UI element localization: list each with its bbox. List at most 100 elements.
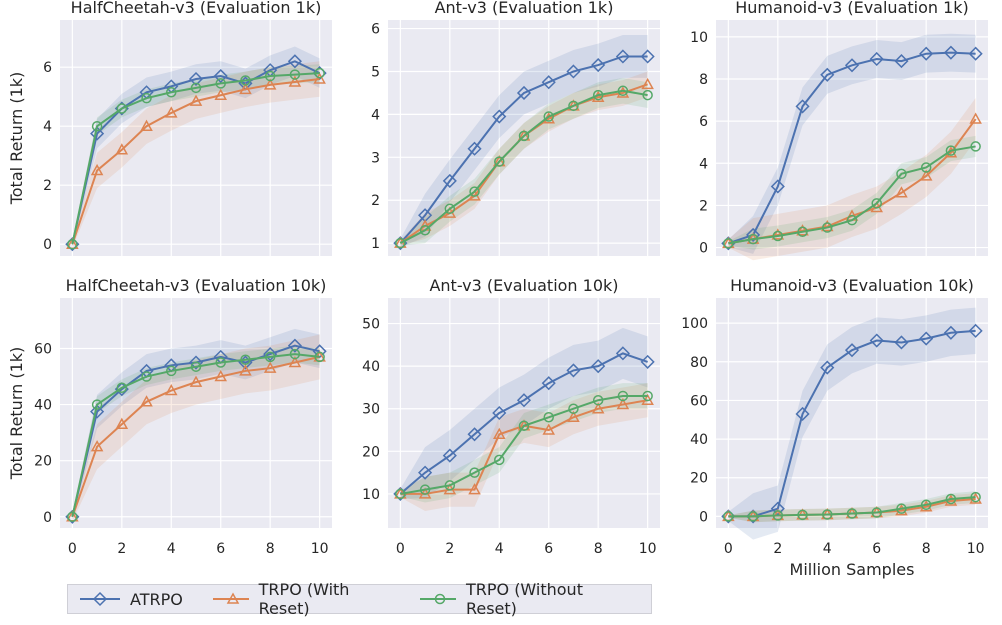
plot-background (60, 20, 332, 256)
band-atrpo (400, 35, 648, 248)
marker-trpo-without-reset (166, 87, 177, 98)
y-tick-label: 40 (34, 398, 52, 414)
series-line-trpo-with-reset (71, 355, 320, 518)
y-tick-label: 30 (362, 402, 380, 418)
series-line-trpo-without-reset (728, 496, 976, 518)
marker-trpo-without-reset (190, 82, 202, 94)
marker-trpo-without-reset (642, 390, 653, 402)
y-tick-label: 40 (690, 432, 708, 448)
marker-trpo-without-reset (871, 507, 882, 518)
marker-trpo-without-reset (568, 100, 579, 112)
band-trpo-with-reset (728, 97, 976, 261)
x-tick-label: 6 (216, 541, 225, 557)
marker-trpo-without-reset (289, 348, 301, 360)
legend-label: ATRPO (130, 589, 183, 609)
marker-trpo-without-reset (116, 382, 128, 394)
panel-halfcheetah-v3-evaluation-10k: 0 20 40 60 0 2 4 6 8 10 HalfCheetah-v3 (Evaluation… (7, 276, 332, 557)
marker-trpo-without-reset (215, 357, 226, 368)
marker-trpo-without-reset (141, 92, 152, 104)
y-tick-label: 6 (699, 114, 708, 130)
marker-trpo-with-reset (641, 77, 654, 90)
y-tick-label: 60 (690, 393, 708, 409)
marker-trpo-without-reset (920, 499, 932, 511)
marker-trpo-with-reset (796, 224, 809, 236)
y-tick-label: 4 (699, 156, 708, 172)
band-trpo-with-reset (72, 334, 320, 522)
marker-trpo-without-reset (469, 467, 480, 478)
marker-trpo-without-reset (289, 69, 301, 80)
series-line-trpo-with-reset (71, 78, 320, 245)
marker-trpo-without-reset (568, 403, 579, 414)
marker-trpo-with-reset (313, 72, 326, 84)
x-axis-label: Million Samples (790, 560, 915, 579)
marker-trpo-without-reset (772, 510, 784, 521)
marker-atrpo (90, 404, 105, 419)
marker-atrpo (894, 335, 909, 350)
x-tick-label: 0 (68, 541, 77, 557)
series-line-atrpo (71, 60, 321, 245)
marker-trpo-without-reset (920, 162, 932, 173)
marker-atrpo (746, 227, 761, 242)
marker-atrpo (541, 376, 556, 391)
marker-trpo-without-reset (617, 85, 629, 97)
panel-title: Ant-v3 (Evaluation 1k) (435, 0, 614, 17)
marker-atrpo (516, 393, 532, 408)
band-trpo-without-reset (72, 64, 320, 246)
marker-trpo-without-reset (419, 484, 431, 495)
marker-trpo-without-reset (772, 230, 784, 242)
panel-ant-v3-evaluation-1k: 1 2 3 4 5 6 Ant-v3 (Evaluation 1k) (371, 0, 660, 256)
marker-trpo-without-reset (240, 354, 251, 365)
marker-trpo-with-reset (895, 186, 908, 198)
marker-trpo-without-reset (314, 351, 325, 363)
plot-background (60, 298, 332, 528)
y-tick-label: 8 (699, 72, 708, 88)
marker-atrpo (591, 57, 606, 73)
marker-trpo-without-reset (215, 78, 226, 89)
x-tick-label: 8 (922, 541, 931, 557)
x-tick-label: 8 (266, 541, 275, 557)
series-line-trpo-without-reset (71, 353, 320, 517)
marker-trpo-with-reset (895, 504, 908, 516)
x-tick-label: 6 (872, 541, 881, 557)
marker-trpo-without-reset (395, 237, 406, 249)
marker-atrpo (943, 45, 958, 60)
marker-trpo-without-reset (67, 238, 78, 250)
marker-trpo-with-reset (263, 78, 277, 90)
marker-trpo-with-reset (189, 375, 203, 387)
marker-atrpo (640, 49, 655, 64)
marker-trpo-without-reset (723, 238, 734, 249)
marker-trpo-without-reset (518, 420, 530, 432)
marker-atrpo (188, 355, 204, 370)
marker-trpo-with-reset (616, 86, 630, 98)
y-axis-label: Total Return (1k) (7, 72, 26, 206)
marker-trpo-with-reset (567, 410, 580, 423)
band-atrpo (728, 33, 976, 254)
legend-item-atrpo: ATRPO (80, 590, 183, 609)
marker-trpo-without-reset (67, 511, 78, 523)
marker-atrpo (442, 448, 457, 463)
marker-trpo-without-reset (444, 480, 456, 491)
marker-trpo-without-reset (896, 503, 907, 514)
legend-item-trpo-without-reset: TRPO (Without Reset) (420, 580, 621, 618)
legend-swatch-trpo-without-reset (420, 593, 456, 605)
marker-trpo-with-reset (239, 82, 252, 95)
series-line-trpo-without-reset (71, 72, 320, 245)
x-tick-label: 4 (495, 541, 504, 557)
x-tick-label: 0 (724, 541, 733, 557)
marker-trpo-without-reset (846, 214, 858, 226)
y-tick-label: 100 (681, 316, 708, 332)
marker-trpo-with-reset (214, 88, 228, 100)
y-tick-label: 1 (371, 236, 380, 252)
marker-atrpo (894, 54, 909, 69)
marker-trpo-without-reset (970, 491, 981, 503)
marker-trpo-with-reset (140, 119, 153, 131)
marker-trpo-without-reset (91, 399, 103, 410)
marker-atrpo (541, 75, 556, 90)
marker-trpo-without-reset (494, 156, 505, 167)
charts-svg: 0 2 4 6 HalfCheetah-v3 (Evaluation 1k) Total … (7, 0, 988, 579)
marker-trpo-with-reset (115, 143, 129, 155)
legend-label: TRPO (Without Reset) (465, 580, 583, 618)
legend-label: TRPO (With Reset) (258, 580, 350, 618)
marker-atrpo (516, 85, 532, 101)
marker-trpo-with-reset (90, 163, 104, 176)
